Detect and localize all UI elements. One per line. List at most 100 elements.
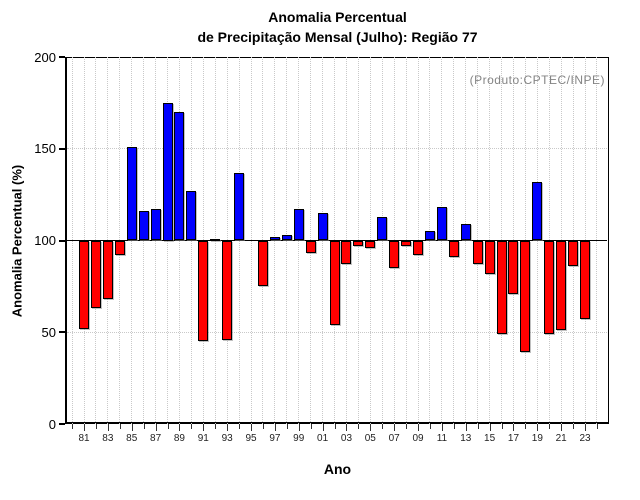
x-minor-tick xyxy=(334,424,336,429)
x-tick-label: 21 xyxy=(555,433,567,444)
bar-1984 xyxy=(114,240,125,256)
x-major-tick xyxy=(561,424,563,431)
x-minor-tick xyxy=(525,424,527,429)
bar-1999 xyxy=(293,209,304,241)
x-minor-tick xyxy=(72,424,74,429)
x-tick-label: 15 xyxy=(484,433,496,444)
x-tick-label: 23 xyxy=(579,433,591,444)
y-tick xyxy=(59,423,65,425)
x-minor-tick xyxy=(119,424,121,429)
x-tick-label: 07 xyxy=(388,433,400,444)
x-major-tick xyxy=(370,424,372,431)
bar-1983 xyxy=(102,240,113,300)
x-tick-label: 19 xyxy=(531,433,543,444)
bar-1990 xyxy=(186,190,197,241)
x-major-tick xyxy=(418,424,420,431)
x-tick-label: 11 xyxy=(436,433,448,444)
x-major-tick xyxy=(441,424,443,431)
chart-title: Anomalia Percentual de Precipitação Mens… xyxy=(65,7,610,47)
bar-2009 xyxy=(413,240,424,256)
x-minor-tick xyxy=(573,424,575,429)
y-tick xyxy=(59,56,65,58)
bar-1988 xyxy=(162,102,173,241)
y-tick-label: 0 xyxy=(48,416,56,432)
bar-2000 xyxy=(305,240,316,254)
x-tick-label: 97 xyxy=(269,433,281,444)
x-minor-tick xyxy=(143,424,145,429)
bar-2004 xyxy=(353,240,364,246)
plot-frame xyxy=(65,57,609,424)
x-minor-tick xyxy=(167,424,169,429)
bar-1987 xyxy=(150,209,161,241)
bar-2013 xyxy=(460,223,471,241)
bar-2019 xyxy=(532,181,543,241)
x-tick-label: 99 xyxy=(293,433,305,444)
bar-2005 xyxy=(365,240,376,248)
x-minor-tick xyxy=(453,424,455,429)
x-minor-tick xyxy=(191,424,193,429)
x-tick-label: 81 xyxy=(78,433,90,444)
horizontal-gridline xyxy=(67,331,607,333)
bar-2018 xyxy=(520,240,531,353)
bar-1994 xyxy=(234,172,245,241)
x-major-tick xyxy=(322,424,324,431)
bar-2022 xyxy=(568,240,579,267)
bar-2007 xyxy=(389,240,400,269)
y-tick-label: 200 xyxy=(34,49,56,65)
x-major-tick xyxy=(203,424,205,431)
bar-2016 xyxy=(496,240,507,335)
x-minor-tick xyxy=(501,424,503,429)
bar-2006 xyxy=(377,216,388,241)
x-major-tick xyxy=(537,424,539,431)
bar-2002 xyxy=(329,240,340,325)
x-major-tick xyxy=(489,424,491,431)
x-tick-label: 05 xyxy=(364,433,376,444)
x-tick-label: 93 xyxy=(221,433,233,444)
x-major-tick xyxy=(179,424,181,431)
x-tick-label: 83 xyxy=(102,433,114,444)
x-major-tick xyxy=(298,424,300,431)
bar-2014 xyxy=(472,240,483,265)
x-major-tick xyxy=(585,424,587,431)
chart-title-line2: de Precipitação Mensal (Julho): Região 7… xyxy=(197,29,478,45)
bar-1992 xyxy=(210,238,221,241)
bar-2020 xyxy=(544,240,555,335)
source-annotation: (Produto:CPTEC/INPE) xyxy=(469,73,605,87)
y-tick xyxy=(59,239,65,242)
x-major-tick xyxy=(513,424,515,431)
x-tick-label: 95 xyxy=(245,433,257,444)
y-tick-label: 150 xyxy=(34,141,56,157)
y-tick-label: 50 xyxy=(41,324,56,340)
x-major-tick xyxy=(394,424,396,431)
x-minor-tick xyxy=(596,424,598,429)
y-tick xyxy=(59,331,65,334)
bar-1996 xyxy=(257,240,268,287)
x-tick-label: 17 xyxy=(507,433,520,444)
x-tick-label: 91 xyxy=(197,433,209,444)
bar-1985 xyxy=(126,146,137,241)
x-tick-label: 85 xyxy=(126,433,138,444)
bar-2012 xyxy=(448,240,459,257)
x-minor-tick xyxy=(95,424,97,429)
y-tick-label: 100 xyxy=(34,233,56,248)
x-minor-tick xyxy=(406,424,408,429)
bar-2010 xyxy=(424,231,435,241)
x-tick-label: 03 xyxy=(340,433,353,444)
bar-1982 xyxy=(90,240,101,309)
x-minor-tick xyxy=(310,424,312,429)
bar-2003 xyxy=(341,240,352,265)
x-minor-tick xyxy=(477,424,479,429)
bar-1986 xyxy=(138,211,149,241)
x-major-tick xyxy=(107,424,109,431)
x-minor-tick xyxy=(358,424,360,429)
x-major-tick xyxy=(84,424,85,431)
x-major-tick xyxy=(346,424,348,431)
bar-2017 xyxy=(508,240,519,294)
x-tick-label: 13 xyxy=(460,433,472,444)
x-tick-label: 09 xyxy=(412,433,424,444)
bar-1981 xyxy=(79,240,89,329)
bar-2001 xyxy=(317,212,328,241)
x-minor-tick xyxy=(262,424,264,429)
bar-2008 xyxy=(401,240,412,246)
